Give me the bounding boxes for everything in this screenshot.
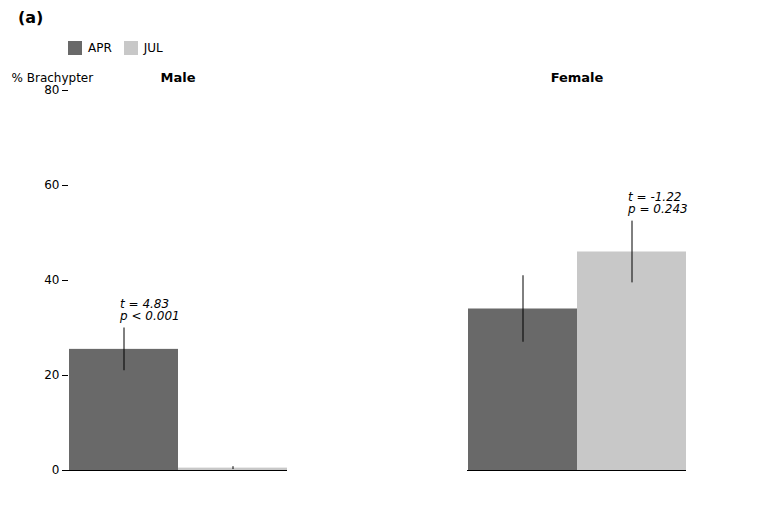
svg-text:Female: Female: [551, 70, 604, 85]
svg-text:% Brachypter: % Brachypter: [12, 71, 94, 85]
svg-text:Male: Male: [161, 70, 196, 85]
svg-text:0: 0: [52, 463, 60, 477]
html-text:(a): (a): [18, 8, 44, 27]
svg-text:40: 40: [44, 273, 59, 287]
svg-text:20: 20: [44, 368, 59, 382]
svg-text:t = 4.83p < 0.001: t = 4.83p < 0.001: [119, 297, 180, 323]
svg-text:t = -1.22p = 0.243: t = -1.22p = 0.243: [627, 190, 688, 216]
svg-text:80: 80: [44, 83, 59, 97]
html-text:APR: APR: [88, 40, 112, 55]
svg-text:60: 60: [44, 178, 59, 192]
html-text:JUL: JUL: [143, 40, 163, 55]
